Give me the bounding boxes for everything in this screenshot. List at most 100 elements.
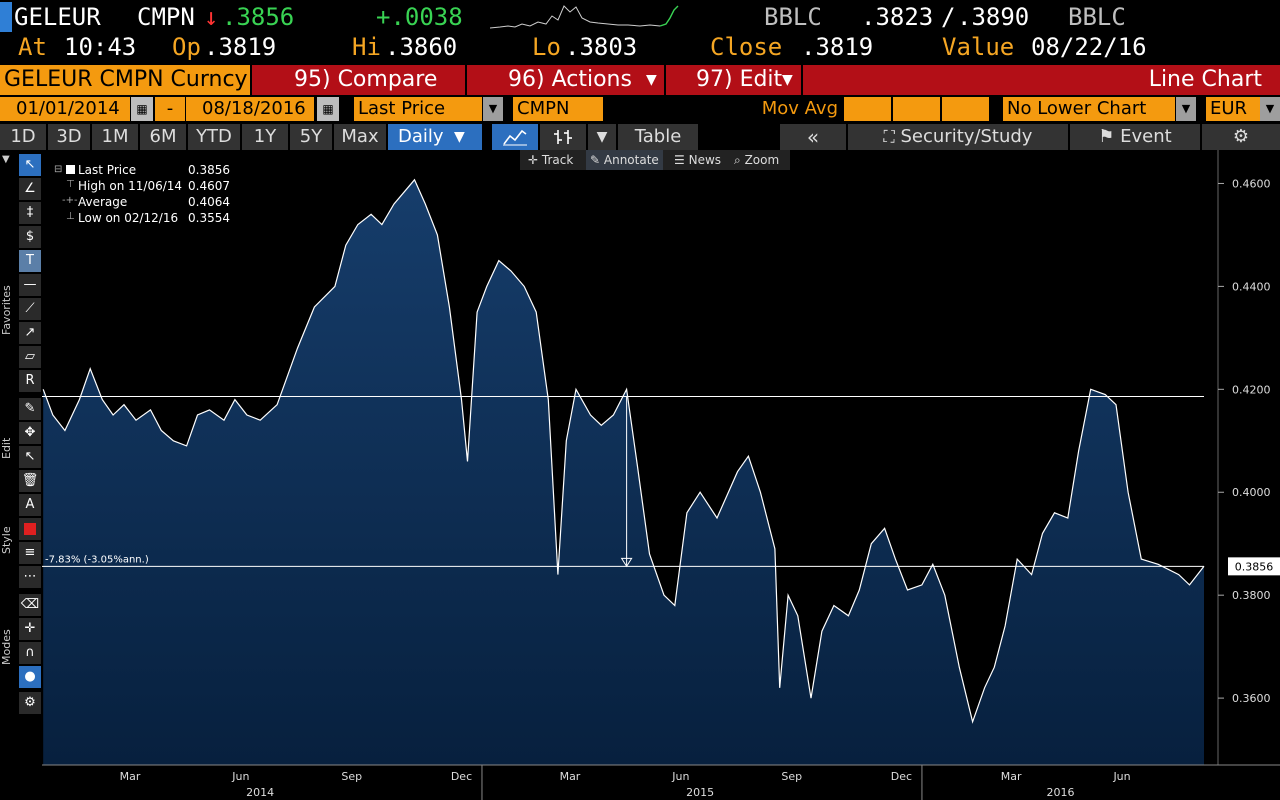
- ohlc-bar-icon[interactable]: [540, 124, 586, 150]
- currency-dropdown-icon[interactable]: ▼: [1260, 97, 1280, 121]
- lower-chart-dropdown-icon[interactable]: ▼: [1176, 97, 1196, 121]
- line-weight-icon[interactable]: ≡: [19, 542, 41, 564]
- news-tool[interactable]: ☰ News: [670, 150, 725, 170]
- settings-gear-icon[interactable]: ⚙: [19, 692, 41, 714]
- actions-dropdown-icon: ▼: [646, 72, 657, 88]
- security-title[interactable]: GELEUR CMPN Curncy: [0, 65, 250, 95]
- x-year-label: 2016: [1047, 786, 1075, 799]
- quote-row: At 10:43 Op .3819 Hi .3860 Lo .3803 Clos…: [0, 32, 1280, 62]
- end-date-field[interactable]: 08/18/2016: [186, 97, 314, 121]
- y-tick-label: 0.4600: [1232, 177, 1271, 190]
- x-year-label: 2015: [686, 786, 714, 799]
- open-value: .3819: [204, 33, 277, 61]
- line-style-icon[interactable]: ⋯: [19, 566, 41, 588]
- study-param-3[interactable]: [942, 97, 989, 121]
- drawing-tools-sidebar: ▼ ↖ ∠ ‡ $ T — ⟋ ↗ ▱ R Favorites ✎ ✥ ↖ 🗑 …: [0, 150, 42, 760]
- actions-menu[interactable]: 96) Actions: [508, 67, 632, 92]
- field-selector[interactable]: Last Price: [354, 97, 482, 121]
- collapse-left-icon[interactable]: «: [780, 124, 846, 150]
- range-3d[interactable]: 3D: [48, 124, 90, 150]
- down-arrow-icon: ↓: [204, 3, 219, 31]
- value-label: Value: [942, 33, 1015, 61]
- trend-marker-icon: [620, 557, 633, 568]
- move-icon[interactable]: ✥: [19, 422, 41, 444]
- flag-icon: ⚑: [1098, 126, 1115, 147]
- legend-collapse-icon[interactable]: ⊟: [54, 164, 63, 175]
- study-param-1[interactable]: [844, 97, 891, 121]
- range-ytd[interactable]: YTD: [188, 124, 240, 150]
- magnifier-icon: ⌕: [734, 153, 741, 167]
- range-6m[interactable]: 6M: [140, 124, 186, 150]
- y-axis: 0.3600 0.3800 0.4000 0.4200 0.4400 0.4600: [1217, 150, 1271, 765]
- table-button[interactable]: Table: [618, 124, 698, 150]
- news-label: News: [688, 153, 722, 167]
- range-1m[interactable]: 1M: [92, 124, 138, 150]
- ray-line-icon[interactable]: ↗: [19, 322, 41, 344]
- calendar-icon[interactable]: ▦: [317, 97, 339, 121]
- horizontal-line-icon[interactable]: —: [19, 274, 41, 296]
- last-price: .3856: [222, 3, 295, 31]
- range-1y[interactable]: 1Y: [242, 124, 288, 150]
- frequency-selector[interactable]: Daily: [388, 124, 482, 150]
- annotate-tool[interactable]: ✎ Annotate: [586, 150, 663, 170]
- cursor-bar: [0, 2, 12, 32]
- x-tick-label: Mar: [560, 770, 581, 783]
- lower-chart-selector[interactable]: No Lower Chart: [1003, 97, 1175, 121]
- source-field[interactable]: CMPN: [513, 97, 603, 121]
- legend-swatch: [66, 165, 75, 174]
- color-mode-icon[interactable]: ●: [19, 666, 41, 688]
- price-chart[interactable]: -7.83% (-3.05%ann.) 0.36000.38000.40000.…: [42, 150, 1280, 800]
- price-measure-icon[interactable]: $: [19, 226, 41, 248]
- range-max[interactable]: Max: [334, 124, 386, 150]
- chart-type-label[interactable]: Line Chart: [1148, 67, 1262, 92]
- edit-dropdown-icon: ▼: [782, 72, 793, 88]
- percent-measure-icon[interactable]: ‡: [19, 202, 41, 224]
- select-arrow-icon[interactable]: ↖: [19, 446, 41, 468]
- pen-icon[interactable]: ✎: [19, 398, 41, 420]
- legend-low-label: Low on 02/12/16: [78, 211, 179, 225]
- ticker-symbol[interactable]: GELEUR: [14, 3, 101, 31]
- edit-menu[interactable]: 97) Edit: [696, 67, 783, 92]
- line-chart-icon[interactable]: [492, 124, 538, 150]
- x-tick-label: Sep: [781, 770, 802, 783]
- calendar-icon[interactable]: ▦: [131, 97, 153, 121]
- eraser-icon[interactable]: ⌫: [19, 594, 41, 616]
- field-dropdown-icon[interactable]: ▼: [483, 97, 503, 121]
- draw-line-icon[interactable]: ∠: [19, 178, 41, 200]
- bid-price: .3823: [861, 3, 934, 31]
- legend-high-value: 0.4607: [188, 179, 230, 193]
- security-study-button[interactable]: ⛶ Security/Study: [848, 124, 1068, 150]
- track-tool[interactable]: ✛ Track: [524, 150, 577, 170]
- open-label: Op: [172, 33, 201, 61]
- ask-source: BBLC: [1068, 3, 1126, 31]
- magnet-icon[interactable]: ∩: [19, 642, 41, 664]
- gear-icon[interactable]: ⚙: [1202, 124, 1280, 150]
- trash-icon[interactable]: 🗑: [19, 470, 41, 492]
- crosshair-mode-icon[interactable]: ✛: [19, 618, 41, 640]
- channel-icon[interactable]: ▱: [19, 346, 41, 368]
- study-param-2[interactable]: [893, 97, 940, 121]
- range-5y[interactable]: 5Y: [290, 124, 332, 150]
- currency-field[interactable]: EUR: [1206, 97, 1260, 121]
- x-tick-label: Jun: [671, 770, 689, 783]
- font-style-icon[interactable]: A: [19, 494, 41, 516]
- pointer-icon[interactable]: ↖: [19, 154, 41, 176]
- chart-style-dropdown-icon[interactable]: ▼: [588, 124, 616, 150]
- retracement-icon[interactable]: R: [19, 370, 41, 392]
- color-swatch-icon[interactable]: [19, 518, 41, 540]
- sidebar-collapse-icon[interactable]: ▼: [2, 154, 10, 165]
- text-tool-icon[interactable]: T: [19, 250, 41, 272]
- x-tick-label: Jun: [231, 770, 249, 783]
- range-1d[interactable]: 1D: [0, 124, 46, 150]
- y-tick-label: 0.3800: [1232, 589, 1271, 602]
- zoom-tool[interactable]: ⌕ Zoom: [730, 150, 783, 170]
- low-label: Lo: [532, 33, 561, 61]
- ticker-row: GELEUR CMPN ↓ .3856 +.0038 BBLC .3823 / …: [0, 2, 1280, 32]
- start-date-field[interactable]: 01/01/2014: [0, 97, 130, 121]
- menu-divider: [250, 65, 252, 95]
- current-price-label: 0.3856: [1235, 560, 1274, 573]
- trend-line-icon[interactable]: ⟋: [19, 298, 41, 320]
- crosshair-icon: ✛: [528, 153, 539, 167]
- event-button[interactable]: ⚑ Event: [1070, 124, 1200, 150]
- compare-menu[interactable]: 95) Compare: [294, 67, 438, 92]
